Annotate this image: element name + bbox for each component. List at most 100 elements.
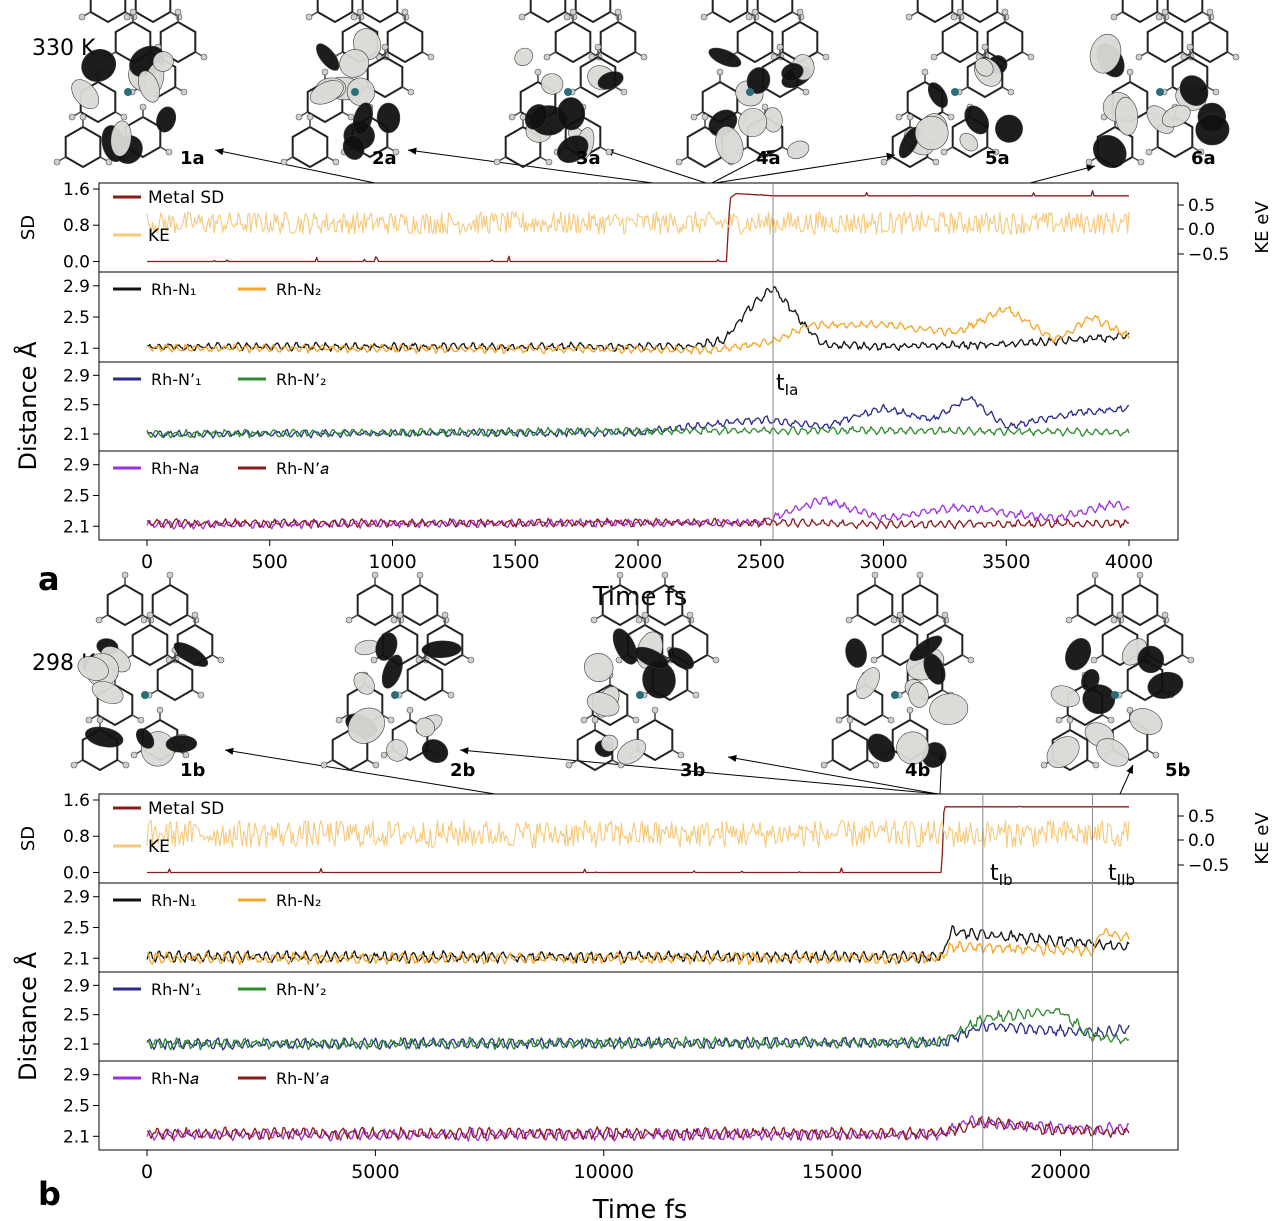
hydrogen-atom [1155,13,1163,21]
hydrogen-atom [563,13,571,21]
legend-label: Metal SD [148,188,224,208]
rhodium-atom [351,88,359,96]
hydrogen-atom [332,158,340,166]
hydrogen-atom [165,148,173,156]
hydrogen-atom [1040,761,1048,769]
x-tick-label: 0 [141,1161,153,1183]
molecule-ring [926,623,964,667]
molecule-ring [916,0,954,24]
orbital-lobe [617,739,647,765]
hydrogen-atom [1126,706,1134,714]
orbital-lobe [1089,33,1122,74]
arrow-head [225,747,234,755]
hydrogen-atom [305,13,313,21]
molecule-1b: 1b [70,571,225,781]
hydrogen-atom [1090,656,1098,664]
molecule-5b: 5b [1040,571,1195,781]
hydrogen-atom [620,88,628,96]
orbital-lobe [352,102,373,135]
molecule-ring [386,20,424,64]
series-line [146,1007,1130,1051]
hydrogen-atom [761,103,769,111]
hydrogen-atom [887,716,895,724]
orbital-lobe [708,47,742,68]
orbital-lobe [316,43,340,71]
orbital-lobe [959,132,979,152]
hydrogen-atom [641,611,649,619]
molecule-3a: 3a [493,0,648,169]
subplot-b-3: 2.1 2.5 2.9 Rh-N𝑎 Rh-N’𝑎 [63,1060,1179,1151]
hydrogen-atom [616,571,624,579]
y2-tick-label: 0.5 [1188,807,1215,827]
rhodium-atom [1156,88,1164,96]
hydrogen-atom [321,68,329,76]
orbital-lobe [908,682,929,708]
molecule-ring [156,658,194,702]
pointer-arrow [714,154,896,184]
hydrogen-atom [392,148,400,156]
hydrogen-atom [372,761,380,769]
hydrogen-atom [335,716,343,724]
legend-label: Rh-N₁ [151,280,196,299]
rhodium-atom [564,88,572,96]
hydrogen-atom [350,13,358,21]
hydrogen-atom [396,611,404,619]
hydrogen-atom [905,13,913,21]
y-tick-label: 0.0 [63,863,90,883]
orbital-lobe [514,47,533,66]
distance-axis-label: Distance Å [13,341,42,471]
orbital-lobe [974,58,994,77]
hydrogen-atom [640,53,648,61]
subplot-frame [98,361,1179,452]
molecule-ring [736,20,774,64]
series-line [147,190,1129,263]
hydrogen-atom [871,571,879,579]
hydrogen-atom [845,616,853,624]
arrow-head [1086,164,1095,172]
y-tick-label: 0.8 [63,216,90,236]
orbital-lobe [597,71,624,90]
hydrogen-atom [1110,616,1118,624]
x-tick-label: 0 [141,551,153,573]
orbital-lobe [347,707,385,744]
hydrogen-atom [1161,611,1169,619]
orbital-lobe [85,726,124,748]
hydrogen-atom [95,616,103,624]
hydrogen-atom [356,8,364,16]
hydrogen-atom [686,611,694,619]
molecule-1a: 1a [53,0,208,169]
orbital-lobe [421,640,462,659]
series-line [146,1115,1130,1142]
hydrogen-atom [78,13,86,21]
subplot-a-0: 0.0 0.8 1.6 Metal SD KE 0.5 0.0 −0.5 KE eV SD [18,180,1273,273]
orbital-lobe [557,135,589,163]
molecule-ring [131,623,169,667]
molecule-ring [831,728,869,772]
molecule-ring [756,0,794,24]
molecule-2b: 2b [320,571,476,781]
y-tick-label: 2.9 [63,277,90,297]
orbital-lobe [634,646,669,669]
x-tick-label: 1000 [368,551,416,573]
y-tick-label: 2.1 [63,517,90,537]
hydrogen-atom [846,716,854,724]
orbital-lobe [353,672,375,695]
orbital-lobe [152,51,174,72]
structure-label: 6a [1191,148,1216,169]
molecule-ring [574,0,612,24]
hydrogen-atom [121,571,129,579]
subplot-b-2: 2.1 2.5 2.9 Rh-N’₁ Rh-N’₂ [63,971,1179,1062]
orbital-lobe [896,731,930,765]
y-tick-label: 2.9 [63,976,90,996]
legend-label: Rh-N’₂ [276,980,327,999]
hydrogen-atom [191,611,199,619]
orbital-lobe [1195,114,1230,146]
molecule-ring [1146,20,1184,64]
hydrogen-atom [872,761,880,769]
hydrogen-atom [692,691,700,699]
time-marker-label: tIa [776,371,798,399]
hydrogen-atom [1161,8,1169,16]
molecule-2a: 2a [280,0,435,169]
pointer-arrow [224,749,496,795]
hydrogen-atom [594,43,602,51]
